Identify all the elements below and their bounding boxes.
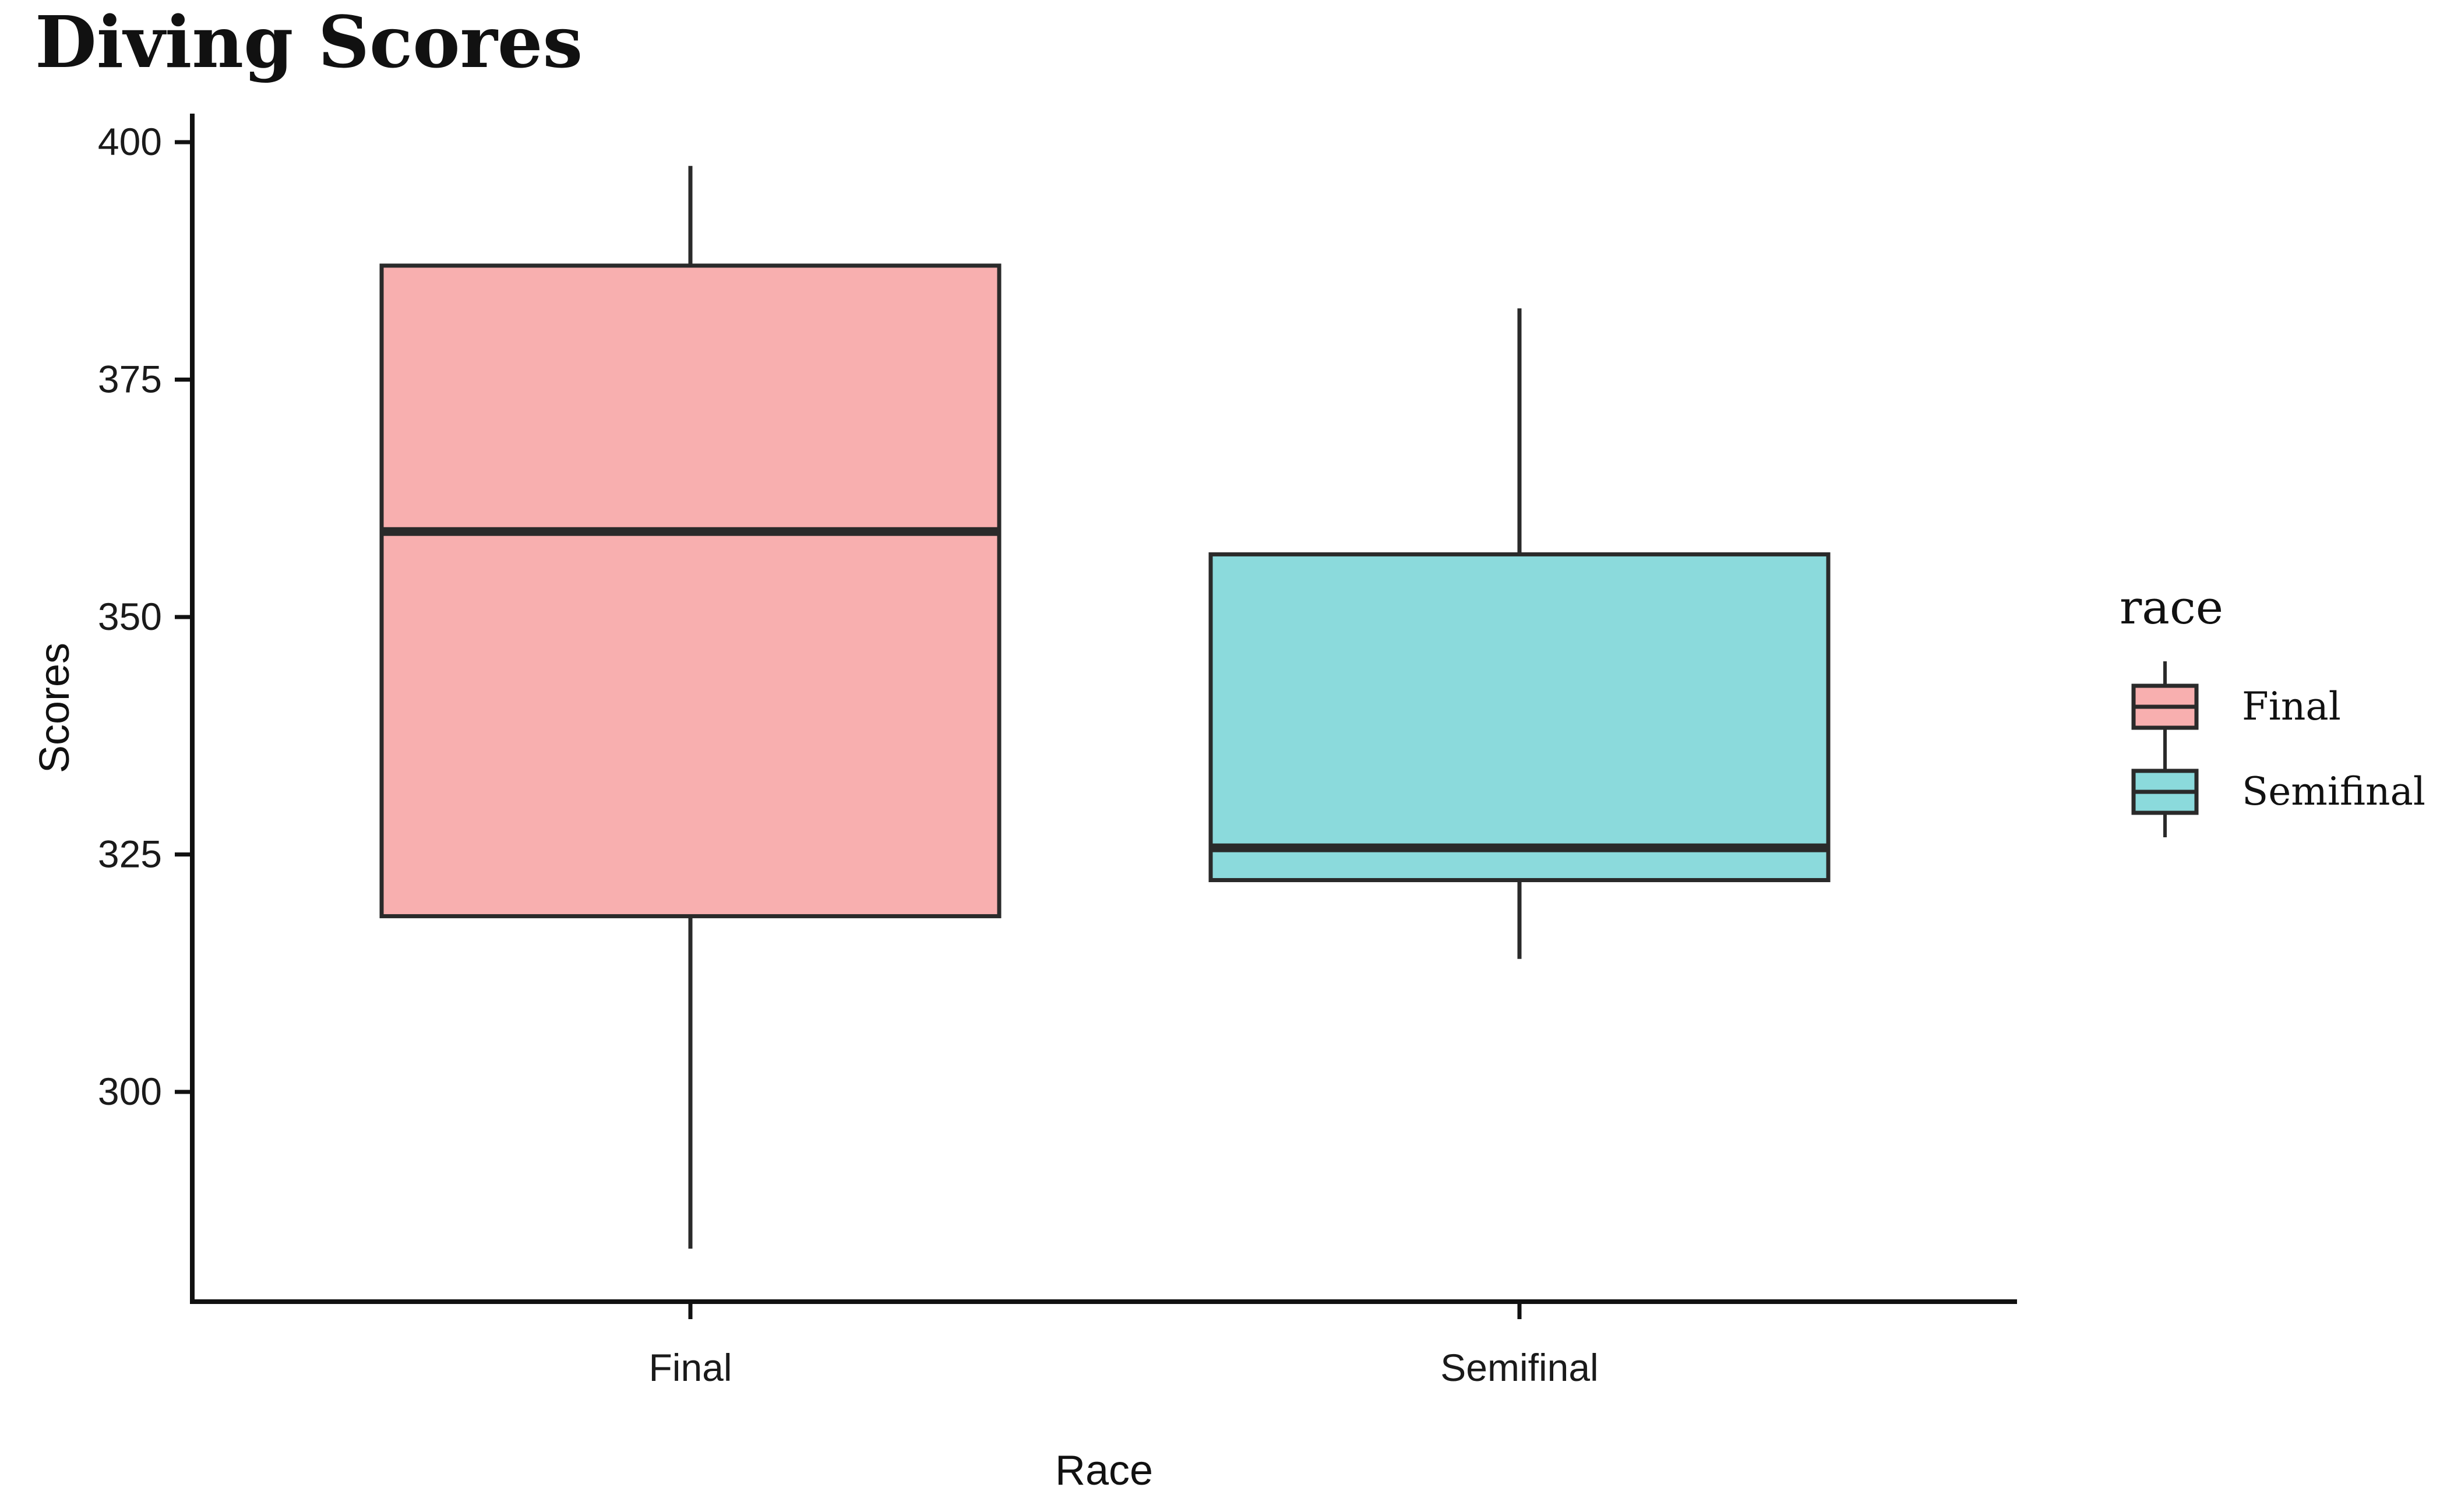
box-iqr: [1208, 552, 1831, 883]
chart-title: Diving Scores: [35, 0, 583, 84]
y-tick-label: 300: [98, 1070, 162, 1113]
y-tick-label: 325: [98, 833, 162, 876]
legend-item-semifinal: Semifinal: [2131, 746, 2425, 837]
box-final: [379, 165, 1002, 1249]
box-semifinal: [1208, 308, 1831, 959]
legend: race Final Semifinal: [2120, 580, 2425, 837]
x-tick-label: Semifinal: [1440, 1346, 1598, 1389]
y-tick-label: 375: [98, 358, 162, 401]
box-iqr: [379, 263, 1002, 918]
x-tick-label: Final: [648, 1346, 732, 1389]
x-axis-ticks: Final Semifinal: [648, 1302, 1599, 1389]
y-axis-title: Scores: [31, 643, 78, 773]
plot-area: [379, 165, 1831, 1249]
legend-label: Final: [2242, 684, 2341, 729]
y-tick-label: 400: [98, 120, 162, 163]
legend-label: Semifinal: [2242, 769, 2425, 814]
x-axis-title: Race: [1055, 1447, 1153, 1494]
y-tick-label: 350: [98, 595, 162, 638]
legend-title: race: [2120, 580, 2223, 635]
legend-item-final: Final: [2131, 661, 2341, 752]
y-axis-ticks: 300 325 350 375 400: [98, 120, 192, 1113]
legend-items: Final Semifinal: [2131, 661, 2425, 837]
